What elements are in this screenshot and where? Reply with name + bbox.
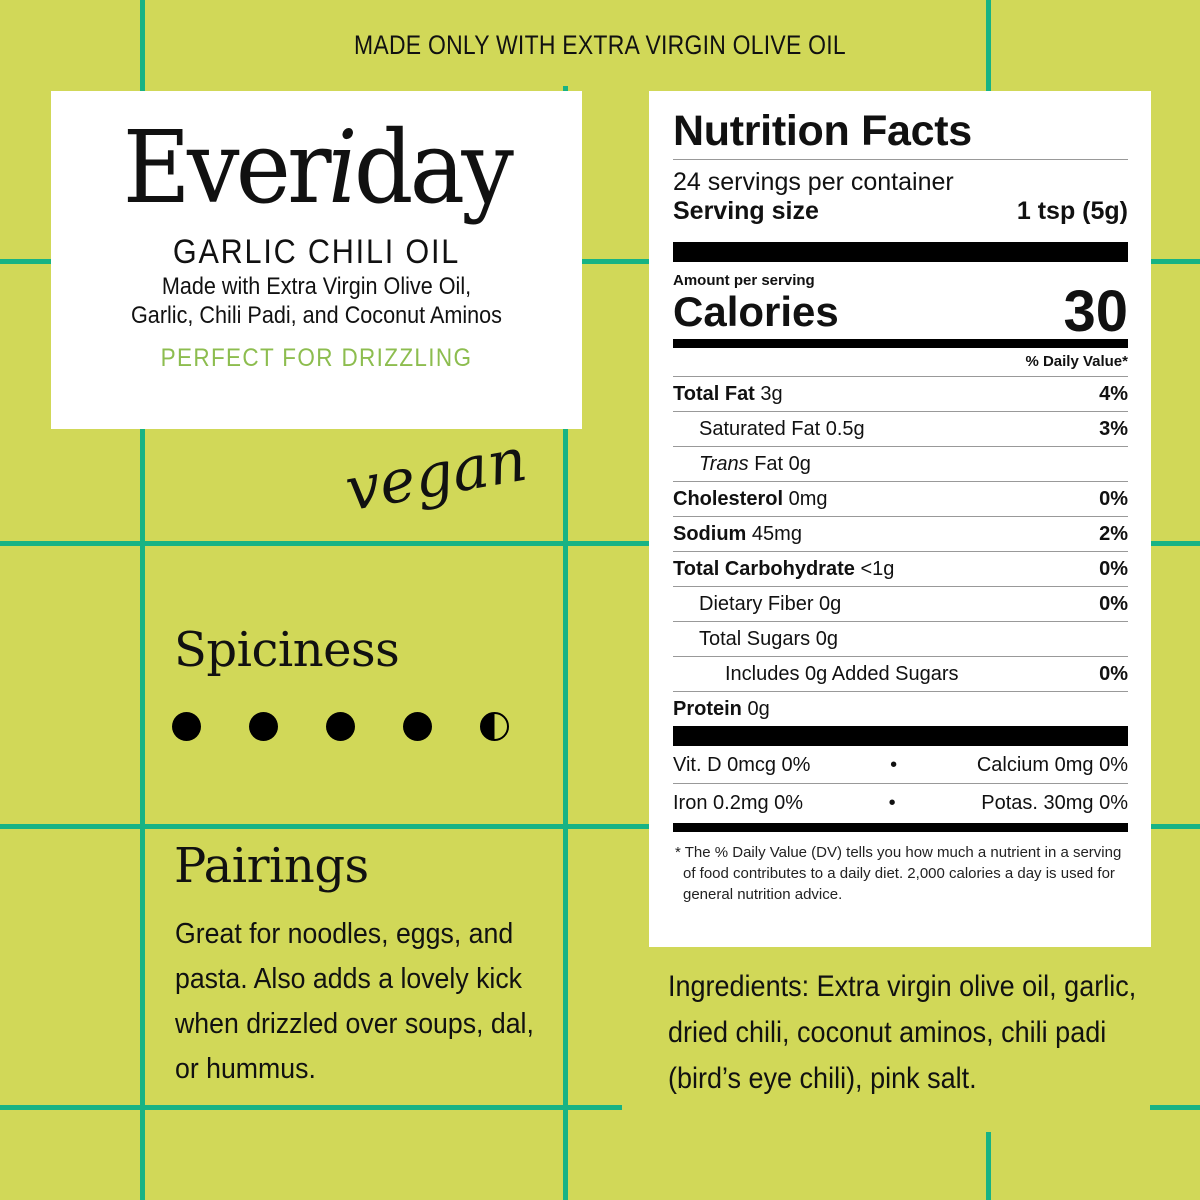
divider (673, 242, 1128, 262)
amount-label: Amount per serving (673, 272, 815, 289)
nutrient-row: Cholesterol 0mg 0% (673, 481, 1128, 516)
nutrient-row: Trans Fat 0g (673, 446, 1128, 481)
footnote: * The % Daily Value (DV) tells you how m… (675, 844, 1122, 903)
spiciness-title: Spiciness (174, 622, 400, 678)
usage-tagline: PERFECT FOR DRIZZLING (160, 344, 473, 372)
serving-size: Serving size 1 tsp (5g) (673, 197, 1128, 225)
grid-line (140, 0, 145, 1200)
spice-dot (480, 712, 509, 741)
grid-line (1150, 1105, 1200, 1110)
nutrient-row: Saturated Fat 0.5g 3% (673, 411, 1128, 446)
nutrient-row: Protein 0g (673, 691, 1128, 726)
spice-dot (249, 712, 278, 741)
vitamin-row: Iron 0.2mg 0% • Potas. 30mg 0% (673, 783, 1128, 823)
calories-row: Calories 30 (673, 279, 1128, 344)
grid-line (0, 1105, 622, 1110)
spice-dot (326, 712, 355, 741)
grid-line (986, 0, 991, 95)
nutrient-row: Total Sugars 0g (673, 621, 1128, 656)
servings: 24 servings per container (673, 159, 1128, 197)
grid-line (0, 541, 1200, 546)
vitamin-row: Vit. D 0mcg 0% • Calcium 0mg 0% (673, 754, 1128, 776)
nutrient-row: Total Fat 3g 4% (673, 376, 1128, 411)
product-name: GARLIC CHILI OIL (172, 233, 461, 271)
grid-line (0, 824, 1200, 829)
brand-card: Everiday GARLIC CHILI OIL Made with Extr… (51, 91, 582, 429)
nutrition-facts-label: Nutrition Facts 24 servings per containe… (649, 91, 1151, 947)
grid-line (563, 86, 568, 1200)
spiciness-rating (172, 712, 509, 741)
nutrient-row: Includes 0g Added Sugars 0% (673, 656, 1128, 691)
tagline: MADE ONLY WITH EXTRA VIRGIN OLIVE OIL (354, 30, 846, 60)
product-description: Garlic, Chili Padi, and Coconut Aminos (131, 302, 502, 329)
spice-dot (403, 712, 432, 741)
nutrient-row: Dietary Fiber 0g 0% (673, 586, 1128, 621)
dv-header: % Daily Value* (1025, 353, 1128, 370)
spice-dot (172, 712, 201, 741)
ingredients-text: Ingredients: Extra virgin olive oil, gar… (668, 970, 1137, 1095)
grid-line (986, 1132, 991, 1200)
nutrient-row: Total Carbohydrate <1g 0% (673, 551, 1128, 586)
brand-logo: Everiday (122, 109, 514, 226)
nutrient-row: Sodium 45mg 2% (673, 516, 1128, 551)
pairings-title: Pairings (174, 838, 369, 894)
pairings-text: Great for noodles, eggs, and pasta. Also… (175, 918, 534, 1085)
divider (673, 726, 1128, 746)
vegan-label: vegan (340, 424, 532, 526)
grid-line (0, 259, 1200, 264)
divider (673, 339, 1128, 348)
divider (673, 823, 1128, 832)
product-description: Made with Extra Virgin Olive Oil, (161, 273, 472, 300)
nutrition-title: Nutrition Facts (673, 107, 972, 155)
